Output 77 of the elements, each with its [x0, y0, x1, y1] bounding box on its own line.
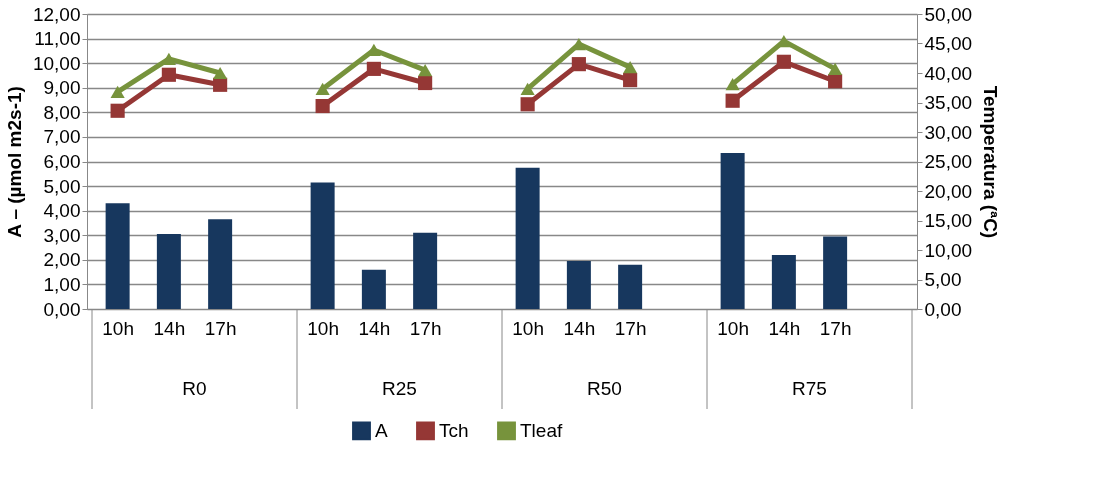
point	[623, 60, 638, 74]
bar	[105, 203, 130, 309]
y-tick-label: 10,00	[32, 52, 81, 74]
point	[828, 62, 843, 75]
point	[110, 103, 125, 118]
y2-tick-label: 10,00	[924, 239, 973, 261]
y-tick-label: 6,00	[43, 151, 81, 172]
point	[520, 82, 535, 96]
text: R50	[587, 378, 622, 399]
y2-tick-label: 35,00	[924, 92, 973, 113]
bar	[361, 269, 386, 309]
point	[828, 74, 843, 89]
y2-tick-label: 5,00	[924, 269, 962, 290]
legend-label: Tleaf	[520, 419, 563, 441]
y2-tick-label: 0,00	[924, 298, 962, 320]
y-tick-label: 7,00	[43, 126, 81, 148]
bar	[208, 219, 233, 309]
y-tick-label: 5,00	[43, 175, 81, 197]
y2-tick-label: 30,00	[924, 121, 973, 143]
point	[571, 57, 586, 72]
point	[776, 54, 791, 69]
point	[213, 66, 228, 80]
y-tick-label: 11,00	[34, 28, 81, 50]
y-tick-label: 9,00	[43, 77, 81, 99]
y2-tick-label: 25,00	[924, 151, 973, 172]
x-tick-label: 10h	[307, 317, 339, 339]
point	[418, 63, 433, 77]
point	[725, 93, 740, 108]
x-tick-label: 10h	[512, 317, 544, 339]
point	[418, 75, 433, 91]
bar	[771, 254, 796, 309]
y-tick-label: 3,00	[43, 224, 81, 246]
y-tick-label: 8,00	[43, 101, 81, 123]
y-tick-label: 0,00	[43, 298, 81, 320]
y2-tick-label: 50,00	[924, 3, 973, 25]
point	[623, 73, 638, 88]
y2-axis-title: Temperatura (ªC)	[980, 85, 1002, 239]
bar	[156, 234, 181, 309]
point	[725, 78, 740, 91]
text: R0	[182, 378, 207, 399]
bar	[515, 167, 540, 309]
y2-tick-label: 45,00	[924, 33, 973, 54]
x-tick-label: 17h	[819, 317, 852, 339]
point	[315, 98, 330, 114]
y-tick-label: 4,00	[43, 200, 81, 222]
bar	[310, 182, 335, 309]
point	[366, 61, 381, 76]
x-tick-label: 14h	[768, 317, 801, 339]
legend-label: A	[375, 419, 388, 441]
text: R75	[792, 378, 827, 399]
y2-tick-label: 20,00	[924, 180, 973, 202]
y2-tick-label: 15,00	[924, 210, 973, 231]
x-tick-label: 14h	[563, 317, 596, 339]
x-tick-label: 14h	[153, 317, 186, 339]
x-tick-label: 10h	[717, 317, 749, 339]
bar	[823, 236, 848, 309]
x-tick-label: 17h	[204, 317, 237, 339]
y-tick-label: 2,00	[43, 249, 81, 271]
bar	[413, 232, 438, 309]
point	[161, 67, 176, 82]
bar	[720, 152, 745, 309]
point	[520, 97, 535, 112]
bar	[618, 264, 643, 309]
x-tick-label: 10h	[102, 317, 134, 339]
bar	[566, 261, 591, 309]
legend-label: Tch	[439, 419, 469, 441]
point	[315, 82, 330, 96]
x-tick-label: 14h	[358, 317, 391, 339]
text: R25	[382, 378, 417, 399]
y-tick-label: 1,00	[43, 273, 81, 295]
y-tick-label: 12,00	[32, 3, 81, 25]
y-axis-title: A – (µmol m2s-1)	[3, 86, 25, 238]
x-tick-label: 17h	[614, 317, 647, 339]
point	[213, 77, 228, 92]
y2-tick-label: 40,00	[924, 62, 973, 84]
x-tick-label: 17h	[409, 317, 442, 339]
point	[110, 85, 125, 98]
